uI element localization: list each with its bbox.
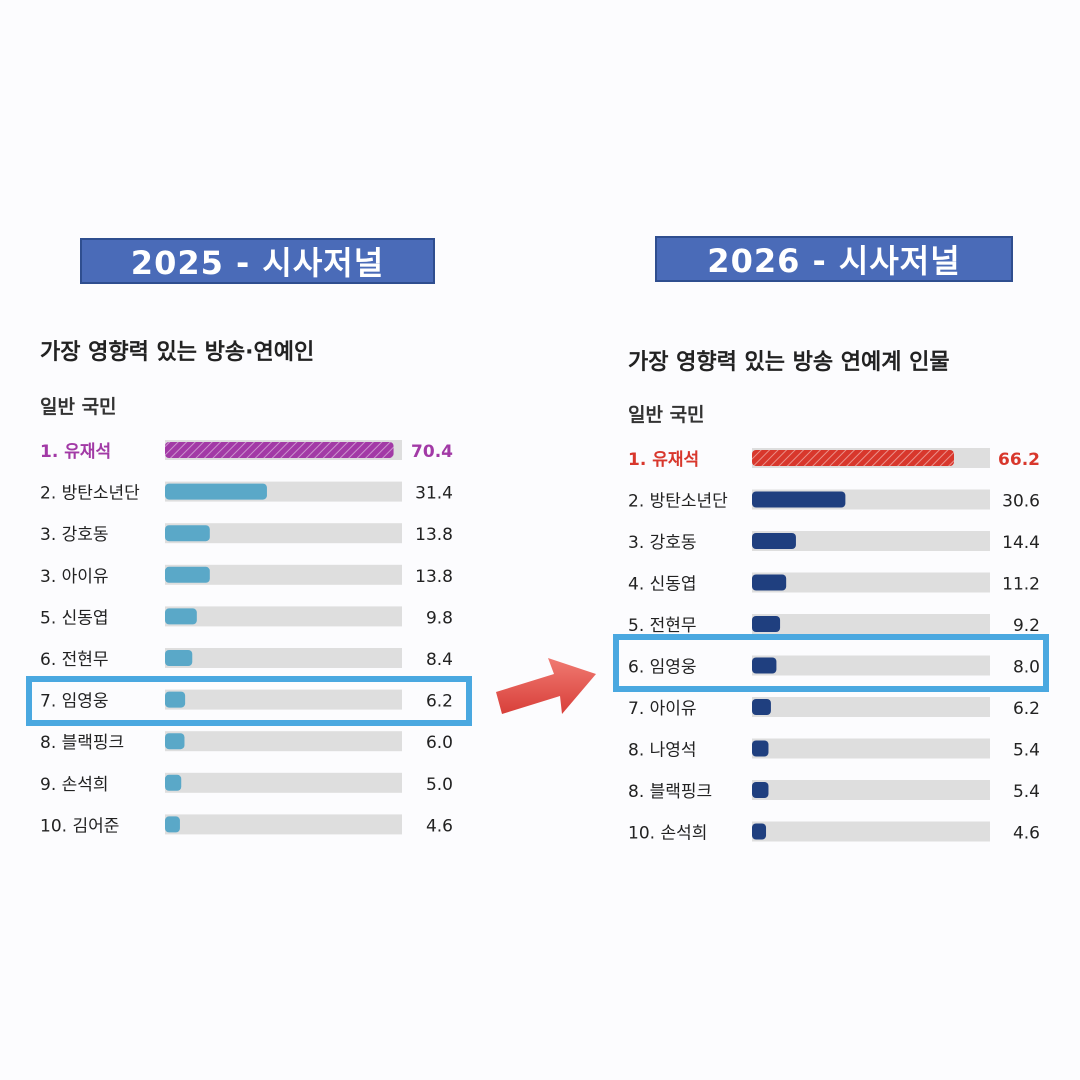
value-label: 13.8 [415, 525, 453, 545]
category-label: 9. 손석희 [40, 775, 109, 795]
bar [165, 774, 182, 791]
value-label: 6.2 [426, 692, 453, 712]
bar-track [752, 697, 990, 717]
category-label: 3. 강호동 [40, 525, 109, 545]
bar-track [752, 614, 990, 634]
panel-2026: 2026 - 시사저널 가장 영향력 있는 방송 연예계 인물 일반 국민 1.… [540, 0, 1080, 1080]
bar [165, 733, 185, 750]
bar [165, 483, 267, 500]
bar [752, 740, 769, 757]
value-label: 13.8 [415, 567, 453, 587]
category-label: 7. 아이유 [628, 699, 697, 719]
chart-title-2025: 가장 영향력 있는 방송·연예인 [40, 340, 315, 365]
bar-track [752, 531, 990, 551]
bar [165, 816, 180, 833]
value-label: 6.2 [1013, 699, 1040, 719]
bar [752, 533, 796, 549]
bar [165, 442, 394, 458]
value-label: 66.2 [998, 450, 1040, 470]
banner-2026: 2026 - 시사저널 [655, 236, 1013, 282]
value-label: 6.0 [426, 733, 453, 753]
bar [752, 782, 769, 798]
value-label: 4.6 [1013, 824, 1040, 844]
bar-track [165, 772, 402, 793]
bar-track [165, 731, 402, 752]
value-label: 8.0 [1013, 658, 1040, 678]
bar-track [752, 821, 990, 842]
bar [165, 608, 197, 625]
bar-track [165, 606, 402, 627]
bar-track [165, 648, 402, 668]
bar-chart-2025: 1. 유재석 70.4 2. 방탄소년단 31.4 3. 강호동 13.8 3. 아이유 13… [40, 440, 453, 836]
category-label: 8. 블랙핑크 [628, 782, 712, 802]
bar [752, 699, 771, 715]
bar [165, 566, 210, 583]
bar-chart-2026: 1. 유재석 66.2 2. 방탄소년단 30.6 3. 강호동 14.4 4. 신동엽 11… [628, 448, 1040, 844]
highlight-box-2026 [613, 634, 1049, 692]
bar [165, 691, 186, 708]
category-label: 1. 유재석 [628, 450, 699, 470]
category-label: 5. 전현무 [628, 616, 697, 636]
value-label: 30.6 [1002, 492, 1040, 512]
category-label: 10. 김어준 [40, 816, 119, 836]
chart-subtitle-2025: 일반 국민 [40, 396, 117, 418]
value-label: 4.6 [426, 816, 453, 836]
highlight-box-2025 [26, 676, 472, 726]
category-label: 5. 신동엽 [40, 608, 109, 628]
bar-track [752, 738, 990, 759]
category-label: 6. 전현무 [40, 650, 109, 670]
category-label: 3. 아이유 [40, 567, 109, 587]
bar-track [165, 523, 402, 544]
bar-track [165, 689, 402, 710]
value-label: 14.4 [1002, 533, 1040, 553]
value-label: 9.2 [1013, 616, 1040, 636]
bar [752, 823, 767, 840]
chart-subtitle-2026: 일반 국민 [628, 404, 705, 426]
value-label: 31.4 [415, 484, 453, 504]
bar [752, 616, 781, 632]
category-label: 8. 나영석 [628, 741, 697, 761]
value-label: 11.2 [1002, 575, 1040, 595]
value-label: 70.4 [411, 442, 453, 462]
value-label: 8.4 [426, 650, 453, 670]
bar [165, 650, 193, 666]
bar-track [752, 572, 990, 593]
bar-track [752, 780, 990, 800]
category-label: 3. 강호동 [628, 533, 697, 553]
bar [752, 491, 846, 508]
category-label: 6. 임영웅 [628, 658, 697, 678]
bar [752, 574, 787, 591]
category-label: 2. 방탄소년단 [628, 492, 728, 512]
value-label: 5.4 [1013, 741, 1040, 761]
category-label: 1. 유재석 [40, 442, 111, 462]
value-label: 5.4 [1013, 782, 1040, 802]
value-label: 9.8 [426, 608, 453, 628]
value-label: 5.0 [426, 775, 453, 795]
bar-track [165, 564, 402, 585]
category-label: 8. 블랙핑크 [40, 733, 124, 753]
bar [165, 525, 210, 542]
bar [752, 657, 777, 674]
category-label: 4. 신동엽 [628, 575, 697, 595]
bar [752, 450, 954, 466]
category-label: 7. 임영웅 [40, 692, 109, 712]
bar-track [752, 655, 990, 676]
chart-title-2026: 가장 영향력 있는 방송 연예계 인물 [628, 350, 950, 375]
category-label: 10. 손석희 [628, 824, 707, 844]
arrow-right-icon [496, 658, 596, 714]
category-label: 2. 방탄소년단 [40, 484, 140, 504]
banner-2025: 2025 - 시사저널 [80, 238, 435, 284]
bar-track [165, 814, 402, 835]
panel-2025: 2025 - 시사저널 가장 영향력 있는 방송·연예인 일반 국민 1. 유재… [26, 238, 472, 836]
